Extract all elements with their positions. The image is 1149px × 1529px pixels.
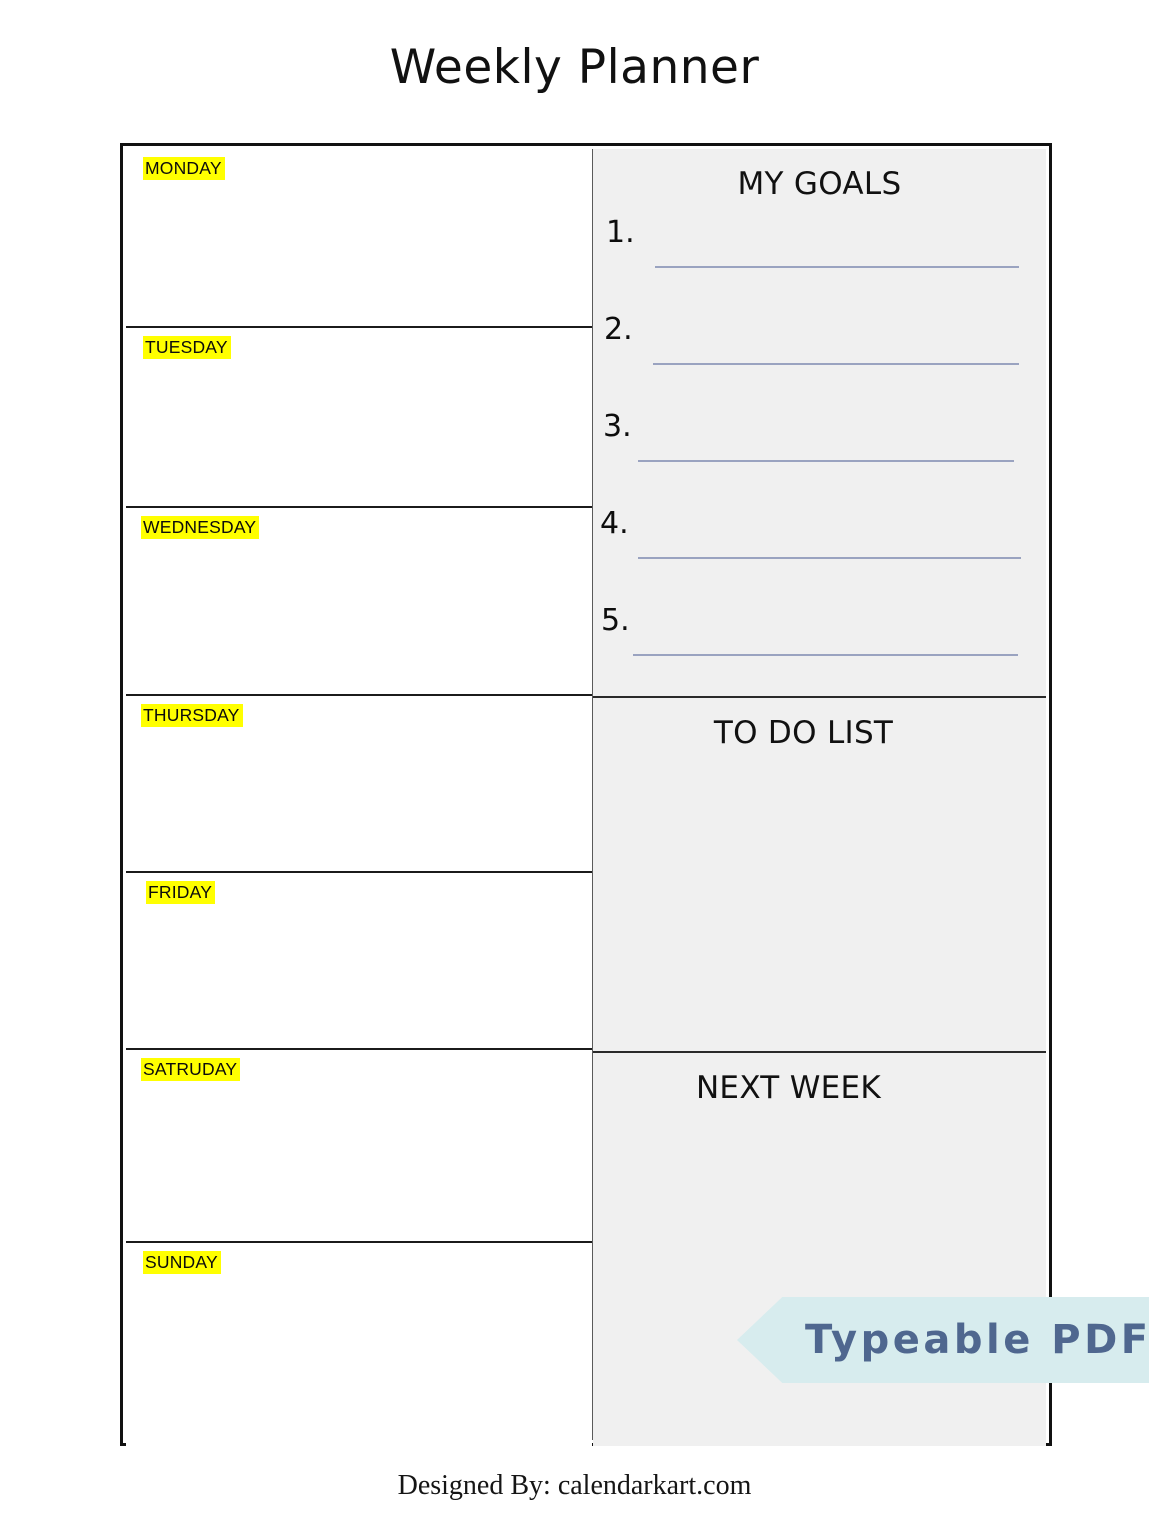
goal-number-1: 1.: [606, 215, 635, 250]
goal-item-2[interactable]: 2.: [593, 315, 1046, 411]
day-row-sunday[interactable]: SUNDAY: [126, 1243, 592, 1446]
goal-item-3[interactable]: 3.: [593, 412, 1046, 508]
panel-to-do-list[interactable]: TO DO LIST: [593, 696, 1046, 1051]
day-label-wednesday: WEDNESDAY: [141, 516, 260, 540]
day-label-friday: FRIDAY: [146, 881, 216, 905]
next-week-heading: NEXT WEEK: [695, 1070, 882, 1106]
goal-input-line-4[interactable]: [638, 557, 1021, 559]
goal-input-line-5[interactable]: [633, 654, 1018, 656]
day-label-tuesday: TUESDAY: [143, 336, 231, 360]
typeable-pdf-badge: Typeable PDF: [737, 1297, 1149, 1383]
planner-frame: MONDAY TUESDAY WEDNESDAY THURSDAY FRIDAY…: [120, 143, 1052, 1446]
goal-item-4[interactable]: 4.: [593, 509, 1046, 605]
goal-number-3: 3.: [603, 409, 632, 444]
goal-input-line-2[interactable]: [653, 363, 1019, 365]
to-do-list-heading: TO DO LIST: [713, 715, 894, 751]
goal-item-5[interactable]: 5.: [593, 606, 1046, 702]
day-row-thursday[interactable]: THURSDAY: [126, 696, 592, 873]
day-row-friday[interactable]: FRIDAY: [126, 873, 592, 1050]
days-column: MONDAY TUESDAY WEDNESDAY THURSDAY FRIDAY…: [126, 149, 592, 1446]
day-row-monday[interactable]: MONDAY: [126, 149, 592, 328]
day-row-tuesday[interactable]: TUESDAY: [126, 328, 592, 508]
page-title: Weekly Planner: [389, 40, 760, 95]
day-row-satruday[interactable]: SATRUDAY: [126, 1050, 592, 1243]
goal-number-5: 5.: [601, 603, 630, 638]
goal-number-4: 4.: [600, 506, 629, 541]
day-label-monday: MONDAY: [143, 157, 225, 181]
goal-input-line-3[interactable]: [638, 460, 1014, 462]
day-row-wednesday[interactable]: WEDNESDAY: [126, 508, 592, 696]
goal-input-line-1[interactable]: [655, 266, 1019, 268]
day-label-satruday: SATRUDAY: [141, 1058, 241, 1082]
panel-my-goals: MY GOALS 1. 2. 3. 4. 5.: [593, 149, 1046, 696]
goal-item-1[interactable]: 1.: [593, 218, 1046, 314]
panel-next-week[interactable]: NEXT WEEK: [593, 1051, 1046, 1446]
side-column: MY GOALS 1. 2. 3. 4. 5.: [592, 149, 1046, 1446]
typeable-pdf-label: Typeable PDF: [805, 1317, 1149, 1363]
goal-number-2: 2.: [604, 312, 633, 347]
day-label-thursday: THURSDAY: [141, 704, 243, 728]
my-goals-heading: MY GOALS: [737, 166, 902, 202]
day-label-sunday: SUNDAY: [143, 1251, 221, 1275]
footer-credit: Designed By: calendarkart.com: [397, 1470, 752, 1501]
